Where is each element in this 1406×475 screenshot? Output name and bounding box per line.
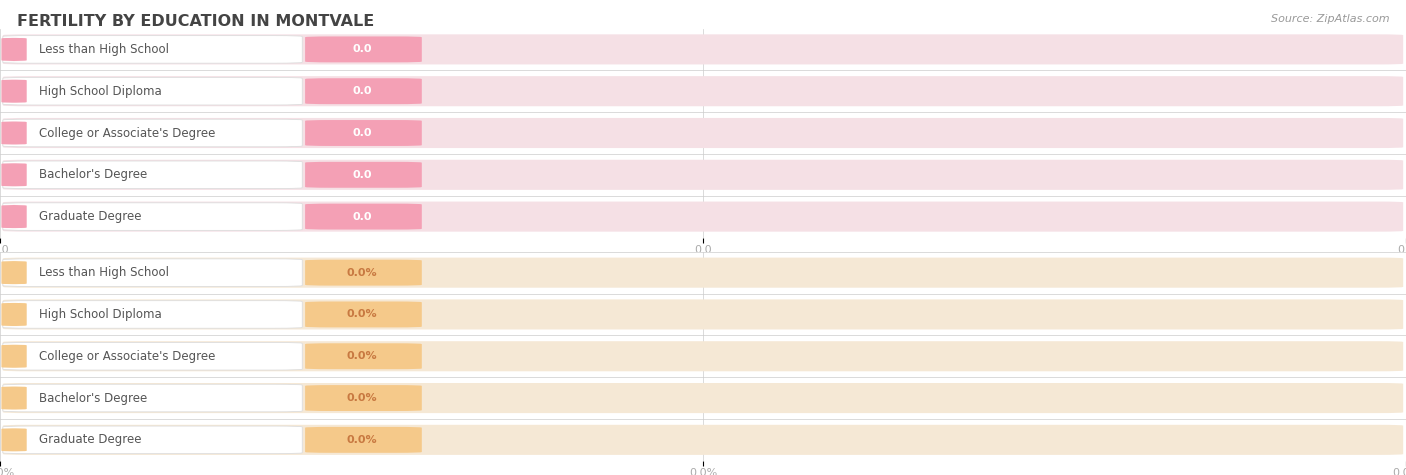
- FancyBboxPatch shape: [1, 79, 27, 103]
- FancyBboxPatch shape: [1, 344, 27, 368]
- Text: Graduate Degree: Graduate Degree: [39, 433, 142, 446]
- Text: 0.0%: 0.0%: [347, 309, 377, 320]
- Text: High School Diploma: High School Diploma: [39, 85, 162, 98]
- Text: Graduate Degree: Graduate Degree: [39, 210, 142, 223]
- FancyBboxPatch shape: [305, 427, 422, 453]
- Text: 0.0%: 0.0%: [347, 393, 377, 403]
- FancyBboxPatch shape: [305, 120, 422, 146]
- FancyBboxPatch shape: [3, 36, 302, 63]
- FancyBboxPatch shape: [3, 201, 1403, 232]
- Text: 0.0: 0.0: [353, 211, 371, 222]
- FancyBboxPatch shape: [305, 204, 422, 229]
- FancyBboxPatch shape: [3, 118, 1403, 148]
- FancyBboxPatch shape: [1, 261, 27, 285]
- FancyBboxPatch shape: [3, 160, 1403, 190]
- FancyBboxPatch shape: [1, 38, 27, 61]
- FancyBboxPatch shape: [3, 341, 1403, 371]
- FancyBboxPatch shape: [3, 426, 302, 454]
- Text: Less than High School: Less than High School: [39, 43, 169, 56]
- Text: College or Associate's Degree: College or Associate's Degree: [39, 350, 215, 363]
- FancyBboxPatch shape: [305, 343, 422, 369]
- FancyBboxPatch shape: [305, 260, 422, 285]
- Text: 0.0: 0.0: [353, 44, 371, 55]
- Text: 0.0%: 0.0%: [347, 351, 377, 361]
- FancyBboxPatch shape: [1, 386, 27, 410]
- FancyBboxPatch shape: [3, 34, 1403, 65]
- FancyBboxPatch shape: [3, 76, 1403, 106]
- FancyBboxPatch shape: [1, 163, 27, 187]
- FancyBboxPatch shape: [1, 121, 27, 145]
- FancyBboxPatch shape: [3, 203, 302, 230]
- Text: 0.0: 0.0: [353, 128, 371, 138]
- Text: Bachelor's Degree: Bachelor's Degree: [39, 391, 148, 405]
- FancyBboxPatch shape: [305, 385, 422, 411]
- FancyBboxPatch shape: [1, 205, 27, 228]
- FancyBboxPatch shape: [305, 302, 422, 327]
- FancyBboxPatch shape: [3, 257, 1403, 288]
- FancyBboxPatch shape: [3, 161, 302, 189]
- FancyBboxPatch shape: [305, 162, 422, 188]
- FancyBboxPatch shape: [3, 259, 302, 286]
- Text: Less than High School: Less than High School: [39, 266, 169, 279]
- FancyBboxPatch shape: [305, 37, 422, 62]
- FancyBboxPatch shape: [3, 384, 302, 412]
- Text: 0.0%: 0.0%: [347, 267, 377, 278]
- Text: 0.0: 0.0: [353, 86, 371, 96]
- Text: 0.0%: 0.0%: [347, 435, 377, 445]
- FancyBboxPatch shape: [305, 78, 422, 104]
- Text: High School Diploma: High School Diploma: [39, 308, 162, 321]
- Text: 0.0: 0.0: [353, 170, 371, 180]
- Text: College or Associate's Degree: College or Associate's Degree: [39, 126, 215, 140]
- FancyBboxPatch shape: [3, 119, 302, 147]
- Text: Source: ZipAtlas.com: Source: ZipAtlas.com: [1271, 14, 1389, 24]
- FancyBboxPatch shape: [3, 77, 302, 105]
- FancyBboxPatch shape: [3, 299, 1403, 330]
- FancyBboxPatch shape: [1, 303, 27, 326]
- FancyBboxPatch shape: [3, 301, 302, 328]
- FancyBboxPatch shape: [3, 342, 302, 370]
- FancyBboxPatch shape: [3, 425, 1403, 455]
- Text: Bachelor's Degree: Bachelor's Degree: [39, 168, 148, 181]
- Text: FERTILITY BY EDUCATION IN MONTVALE: FERTILITY BY EDUCATION IN MONTVALE: [17, 14, 374, 29]
- FancyBboxPatch shape: [1, 428, 27, 452]
- FancyBboxPatch shape: [3, 383, 1403, 413]
